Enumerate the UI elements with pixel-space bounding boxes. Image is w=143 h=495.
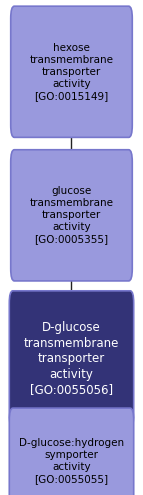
Text: glucose
transmembrane
transporter
activity
[GO:0005355]: glucose transmembrane transporter activi… — [29, 186, 114, 245]
FancyBboxPatch shape — [9, 408, 134, 495]
FancyBboxPatch shape — [11, 6, 132, 137]
Text: D-glucose
transmembrane
transporter
activity
[GO:0055056]: D-glucose transmembrane transporter acti… — [24, 321, 119, 396]
Text: hexose
transmembrane
transporter
activity
[GO:0015149]: hexose transmembrane transporter activit… — [29, 43, 114, 101]
FancyBboxPatch shape — [11, 149, 132, 281]
FancyBboxPatch shape — [9, 291, 134, 427]
Text: D-glucose:hydrogen
symporter
activity
[GO:0055055]: D-glucose:hydrogen symporter activity [G… — [19, 439, 124, 484]
